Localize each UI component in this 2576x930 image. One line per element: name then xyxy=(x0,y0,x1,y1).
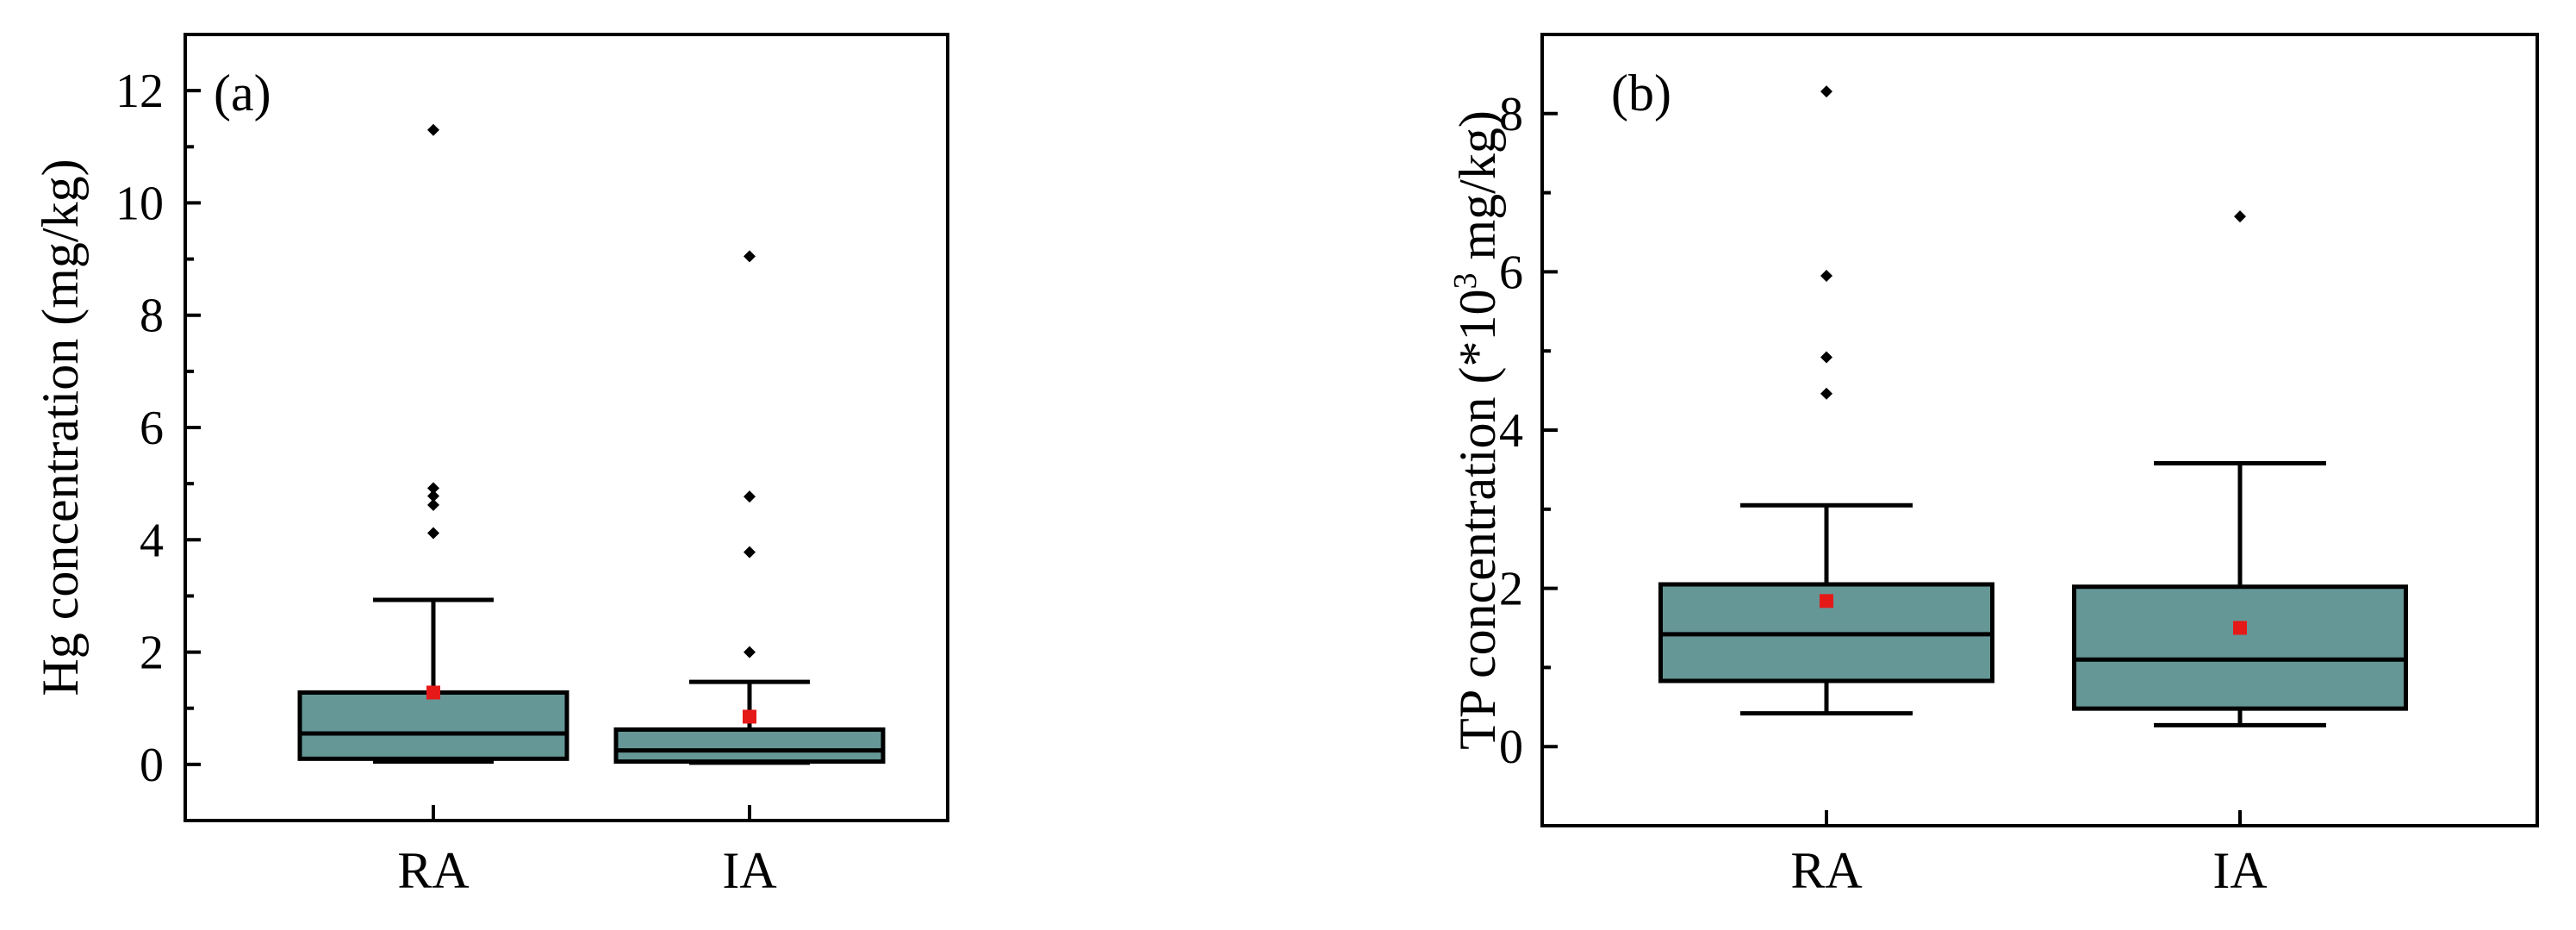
ytick-label: 0 xyxy=(1499,721,1523,774)
ytick-label: 0 xyxy=(140,739,164,792)
outlier-point xyxy=(1820,351,1832,364)
panel-b-ylabel-main: TP concentration (*10 xyxy=(1449,290,1506,750)
panel-b-ylabel: TP concentration (*103 mg/kg) xyxy=(1447,110,1506,750)
outlier-point xyxy=(744,646,756,658)
panel-a: (a) Hg concentration (mg/kg) 0 2 4 6 8 10 12 R… xyxy=(32,33,949,899)
xtick-label-ra: RA xyxy=(1790,842,1862,899)
panel-a-yaxis: 0 2 4 6 8 10 12 xyxy=(115,33,201,822)
mean-marker xyxy=(426,685,440,700)
outlier-point xyxy=(427,482,439,495)
panel-b-xaxis: RA IA xyxy=(1790,810,2268,899)
box-group-ra xyxy=(297,123,569,765)
outlier-point xyxy=(427,498,439,511)
box-iqr xyxy=(2072,584,2408,711)
ytick-label: 12 xyxy=(115,65,164,118)
panel-a-xaxis: RA IA xyxy=(397,805,777,899)
ytick-label: 4 xyxy=(140,514,164,567)
outlier-point xyxy=(427,527,439,540)
outlier-point xyxy=(1820,85,1832,98)
outlier-point xyxy=(744,250,756,263)
ytick-label: 6 xyxy=(140,402,164,455)
outlier-point xyxy=(744,546,756,559)
panel-a-plot-area xyxy=(297,123,886,765)
box-group-ia xyxy=(613,250,886,765)
panel-b: (b) TP concentration (*103 mg/kg) 02468 … xyxy=(1447,33,2539,899)
ytick-label: 2 xyxy=(1499,563,1523,616)
box-iqr xyxy=(613,727,886,765)
xtick-label-ia: IA xyxy=(722,842,776,899)
panel-b-label: (b) xyxy=(1611,65,1671,122)
panel-a-label: (a) xyxy=(214,65,271,122)
ytick-label: 8 xyxy=(140,290,164,343)
mean-marker xyxy=(1820,594,1833,609)
outlier-point xyxy=(1820,387,1832,400)
ytick-label: 2 xyxy=(140,627,164,680)
ytick-label: 6 xyxy=(1499,246,1523,299)
panel-a-ylabel: Hg concentration (mg/kg) xyxy=(32,159,89,696)
box-iqr xyxy=(297,690,569,761)
xtick-label-ra: RA xyxy=(397,842,469,899)
panel-b-plot-area xyxy=(1658,85,2408,727)
outlier-point xyxy=(744,490,756,503)
outlier-point xyxy=(1820,269,1832,282)
xtick-label-ia: IA xyxy=(2212,842,2267,899)
mean-marker xyxy=(743,709,756,724)
box-group-ia xyxy=(2072,210,2408,727)
panel-b-ylabel-tail: mg/kg) xyxy=(1449,110,1506,272)
outlier-point xyxy=(2234,210,2246,223)
outlier-point xyxy=(427,123,439,136)
panel-b-yaxis: 0 2 4 6 8 xyxy=(1499,33,1558,827)
ytick-label: 8 xyxy=(1499,88,1523,141)
outlier-point xyxy=(427,490,439,502)
ytick-label: 4 xyxy=(1499,404,1523,458)
panel-b-ylabel-superscript: 3 xyxy=(1447,273,1484,290)
box-group-ra xyxy=(1658,85,1994,716)
ytick-label: 10 xyxy=(115,177,164,230)
mean-marker xyxy=(2233,621,2247,635)
